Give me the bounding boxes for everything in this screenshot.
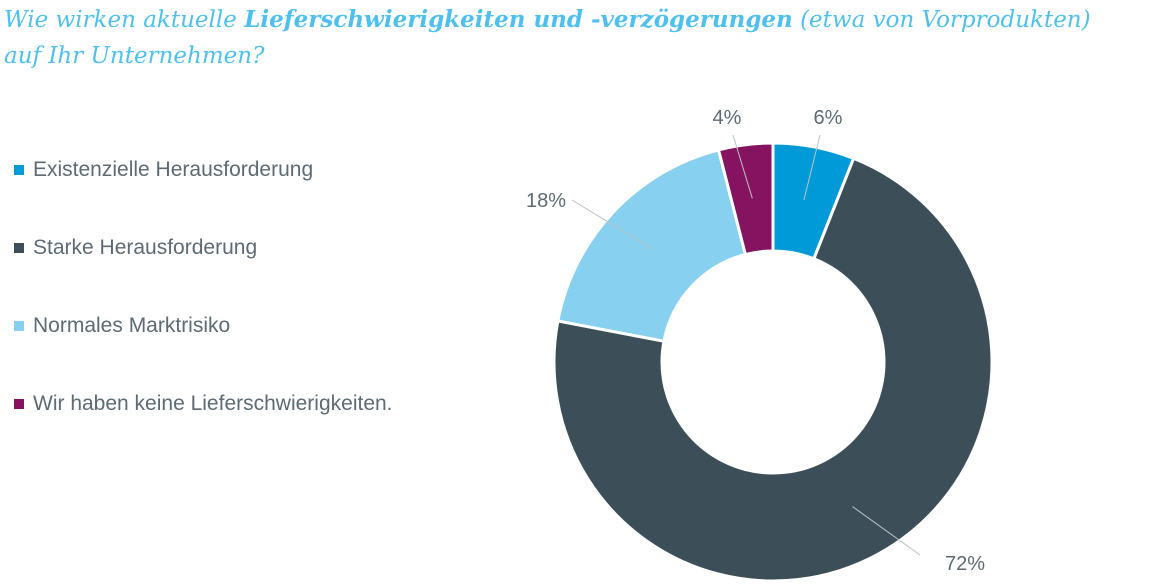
title-part-2: (etwa von Vorprodukten) [792,7,1091,33]
title-line-2: auf Ihr Unternehmen? [4,43,265,69]
data-labels: 6% 72% 18% 4% [526,107,985,575]
data-label-existenzielle-herausforderung: 6% [814,107,843,129]
leader-line-normales-marktrisiko [571,199,653,250]
slice-normales-marktrisiko [556,148,747,343]
legend-label: Normales Marktrisiko [33,314,231,337]
legend-item-starke-herausforderung: Starke Herausforderung [14,228,393,268]
legend-swatch [14,399,24,409]
leader-line-starke-herausforderung [852,506,921,556]
title-part-1: Wie wirken aktuelle [4,7,245,33]
legend-swatch [14,165,24,175]
legend-label: Wir haben keine Lieferschwierigkeiten. [33,392,393,415]
data-label-starke-herausforderung: 72% [945,553,985,575]
title-emphasis: Lieferschwierigkeiten und -verzögerungen [244,6,793,33]
slice-starke-herausforderung [552,156,994,583]
chart-legend: Existenzielle Herausforderung Starke Hera… [14,150,393,462]
legend-item-wir-haben-keine-lieferschwierigkeiten: Wir haben keine Lieferschwierigkeiten. [14,384,393,424]
legend-label: Existenzielle Herausforderung [33,158,314,181]
leader-line-existenzielle-herausforderung [803,134,821,201]
data-label-wir-haben-keine-lieferschwierigkeiten: 4% [713,107,742,129]
data-label-normales-marktrisiko: 18% [526,190,566,212]
legend-item-normales-marktrisiko: Normales Marktrisiko [14,306,393,346]
legend-swatch [14,243,24,253]
legend-label: Starke Herausforderung [33,236,258,259]
leader-lines [571,134,921,556]
slice-wir-haben-keine-lieferschwierigkeiten [717,141,775,256]
leader-line-wir-haben-keine-lieferschwierigkeiten [732,134,753,199]
legend-swatch [14,321,24,331]
donut-slices [552,141,994,583]
legend-item-existenzielle-herausforderung: Existenzielle Herausforderung [14,150,393,190]
chart-title: Wie wirken aktuelle Lieferschwierigkeite… [4,2,1150,74]
